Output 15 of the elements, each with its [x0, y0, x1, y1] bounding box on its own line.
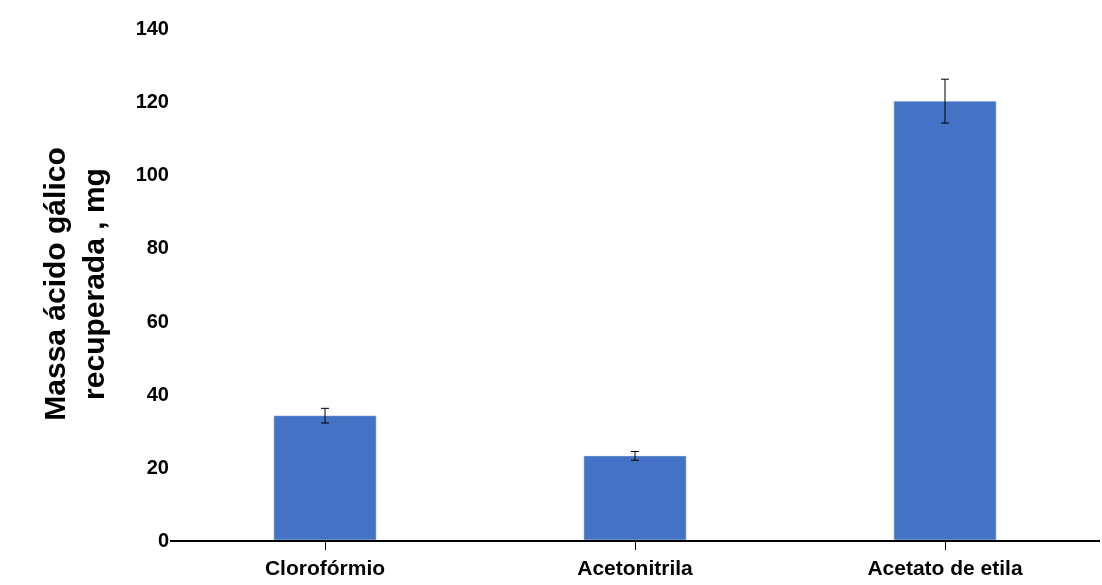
y-tick-label: 120: [135, 90, 169, 113]
x-tick-label: Acetonitrila: [577, 555, 694, 579]
y-tick-label: 100: [135, 163, 169, 186]
y-tick-label: 80: [146, 236, 169, 259]
y-tick-label: 20: [146, 455, 169, 478]
bar: [273, 415, 377, 540]
y-tick-label: 60: [146, 309, 169, 332]
x-tick-label: Acetato de etila: [867, 555, 1023, 579]
y-tick-label: 0: [157, 529, 169, 551]
y-tick-label: 40: [146, 382, 169, 405]
bar: [893, 100, 997, 540]
y-tick-label: 140: [135, 17, 169, 39]
bar: [583, 455, 687, 540]
y-axis-title: Massa ácido gálico recuperada , mg: [37, 147, 110, 421]
x-tick-label: Clorofórmio: [264, 555, 386, 579]
